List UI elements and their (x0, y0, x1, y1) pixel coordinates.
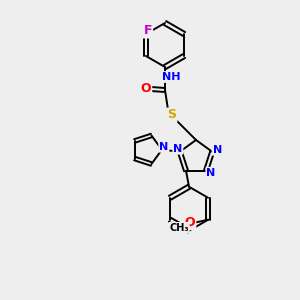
Text: O: O (185, 216, 195, 229)
Text: CH₃: CH₃ (169, 223, 189, 233)
Text: N: N (159, 142, 169, 152)
Text: S: S (167, 109, 176, 122)
Text: N: N (173, 144, 182, 154)
Text: F: F (144, 25, 152, 38)
Text: N: N (206, 168, 216, 178)
Text: N: N (212, 145, 222, 155)
Text: O: O (141, 82, 151, 95)
Text: NH: NH (162, 72, 180, 82)
